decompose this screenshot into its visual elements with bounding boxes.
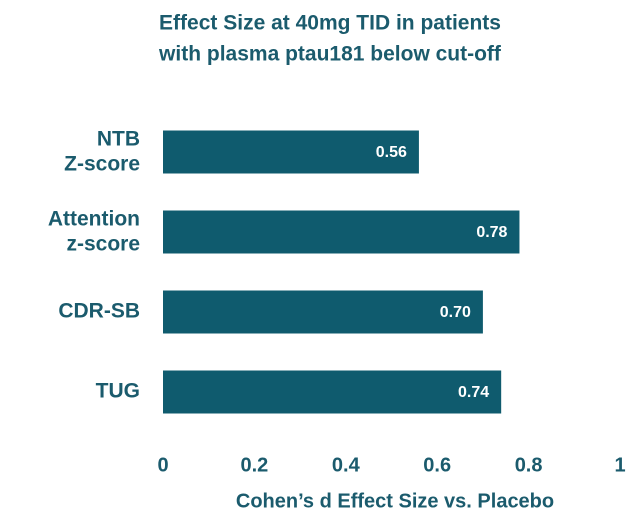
x-tick-label: 0.4 bbox=[332, 454, 361, 476]
x-tick-label: 1 bbox=[614, 454, 625, 476]
bar bbox=[163, 210, 520, 254]
y-tick-label: NTB Z-score bbox=[64, 127, 140, 175]
bar bbox=[163, 290, 483, 334]
x-tick-label: 0.2 bbox=[240, 454, 268, 476]
chart-title: Effect Size at 40mg TID in patients bbox=[159, 12, 501, 35]
y-tick-label: CDR-SB bbox=[58, 300, 140, 323]
x-tick-label: 0.8 bbox=[515, 454, 543, 476]
y-tick-label: TUG bbox=[96, 380, 140, 403]
bar bbox=[163, 370, 502, 414]
data-label: 0.70 bbox=[440, 304, 471, 321]
y-tick-label: Attention z-score bbox=[48, 207, 140, 255]
chart-title: with plasma ptau181 below cut-off bbox=[158, 43, 502, 66]
bar bbox=[163, 130, 419, 174]
x-tick-label: 0 bbox=[157, 454, 168, 476]
data-label: 0.74 bbox=[458, 384, 489, 401]
x-axis-label: Cohen’s d Effect Size vs. Placebo bbox=[236, 490, 554, 512]
data-label: 0.78 bbox=[476, 224, 507, 241]
x-tick-label: 0.6 bbox=[423, 454, 451, 476]
data-label: 0.56 bbox=[376, 144, 407, 161]
